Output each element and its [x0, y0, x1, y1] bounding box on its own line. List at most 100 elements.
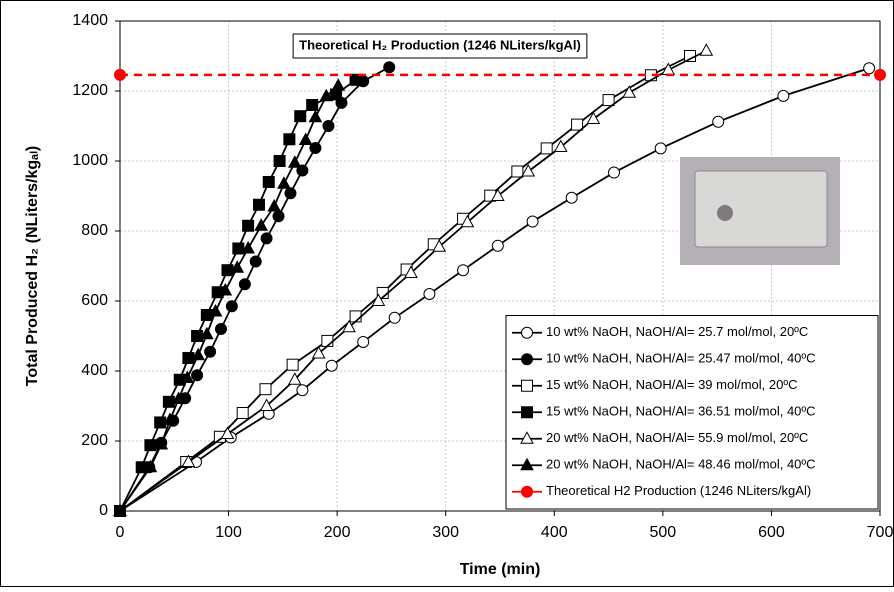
marker — [259, 398, 274, 411]
legend-label: 10 wt% NaOH, NaOH/Al= 25.7 mol/mol, 20ºC — [546, 324, 808, 339]
marker — [267, 198, 282, 212]
marker — [143, 459, 158, 473]
y-tick-label: 0 — [99, 502, 108, 519]
marker — [287, 372, 302, 385]
legend-label: 15 wt% NaOH, NaOH/Al= 36.51 mol/mol, 40º… — [546, 404, 816, 419]
marker — [565, 191, 578, 204]
legend-label: 15 wt% NaOH, NaOH/Al= 39 mol/mol, 20ºC — [546, 377, 797, 392]
marker — [521, 163, 536, 177]
marker — [225, 300, 238, 313]
marker — [325, 359, 338, 372]
marker — [342, 319, 356, 333]
marker — [238, 278, 251, 291]
marker — [863, 62, 876, 75]
marker — [319, 88, 334, 102]
marker — [113, 503, 127, 516]
y-tick-label: 1200 — [72, 82, 108, 99]
y-tick-label: 400 — [81, 362, 108, 379]
marker — [163, 412, 177, 425]
legend-label: Theoretical H2 Production (1246 NLiters/… — [546, 483, 811, 498]
x-tick-label: 700 — [867, 524, 894, 541]
marker — [284, 187, 297, 200]
x-tick-label: 100 — [215, 524, 242, 541]
marker — [521, 353, 533, 366]
marker — [511, 165, 524, 178]
marker — [654, 142, 667, 155]
marker — [571, 118, 584, 131]
x-tick-label: 300 — [432, 524, 459, 541]
marker — [490, 188, 505, 201]
x-tick-label: 0 — [116, 524, 125, 541]
marker — [874, 68, 886, 81]
marker — [622, 85, 637, 98]
marker — [191, 347, 206, 361]
marker — [182, 352, 195, 365]
marker — [521, 406, 533, 419]
marker — [273, 155, 286, 167]
marker — [154, 436, 169, 450]
marker — [214, 323, 227, 335]
marker — [181, 454, 196, 467]
marker — [521, 485, 533, 498]
marker — [404, 265, 418, 278]
legend-box — [505, 315, 879, 510]
marker — [230, 260, 245, 273]
marker — [180, 370, 195, 383]
marker — [520, 457, 534, 471]
y-tick-label: 1000 — [72, 152, 108, 169]
annotation-box — [292, 33, 588, 59]
legend-label: 10 wt% NaOH, NaOH/Al= 25.47 mol/mol, 40º… — [546, 351, 816, 366]
marker — [423, 288, 436, 300]
marker — [283, 133, 296, 146]
marker — [249, 255, 262, 268]
marker — [460, 214, 475, 228]
plate-hole — [717, 205, 733, 221]
marker — [520, 431, 534, 444]
marker — [286, 358, 299, 371]
marker — [241, 240, 255, 254]
marker — [204, 345, 217, 358]
marker — [221, 264, 234, 277]
marker — [242, 219, 255, 232]
annotation: Theoretical H₂ Production (1246 NLiters/… — [292, 33, 588, 59]
marker — [388, 311, 401, 324]
marker — [277, 176, 291, 189]
inset-photo — [680, 157, 840, 265]
marker — [457, 264, 470, 277]
y-tick-label: 1400 — [72, 12, 108, 29]
marker — [309, 142, 322, 155]
annotation-text: Theoretical H₂ Production (1246 NLiters/… — [299, 37, 581, 52]
marker — [491, 239, 504, 252]
marker — [349, 73, 362, 86]
marker — [432, 239, 447, 252]
marker — [383, 61, 396, 74]
y-tick-label: 600 — [81, 292, 108, 309]
marker — [521, 326, 533, 339]
marker — [712, 115, 725, 128]
marker — [357, 335, 370, 348]
marker — [114, 68, 126, 81]
marker — [306, 99, 319, 111]
x-axis-label: Time (min) — [460, 561, 541, 578]
x-tick-label: 500 — [650, 524, 677, 541]
plot-area — [119, 20, 881, 512]
marker — [236, 407, 249, 419]
marker — [260, 232, 273, 245]
y-tick-label: 200 — [81, 432, 108, 449]
marker — [232, 242, 245, 255]
marker — [144, 439, 157, 452]
marker — [308, 109, 323, 123]
marker — [586, 111, 601, 124]
marker — [272, 210, 285, 223]
series-line — [119, 67, 870, 512]
marker — [154, 416, 167, 429]
marker — [553, 139, 568, 152]
marker — [322, 120, 335, 132]
x-tick-label: 400 — [541, 524, 568, 541]
marker — [371, 293, 386, 306]
marker — [254, 218, 268, 231]
marker — [259, 383, 272, 396]
marker — [171, 391, 186, 404]
marker — [521, 379, 533, 392]
